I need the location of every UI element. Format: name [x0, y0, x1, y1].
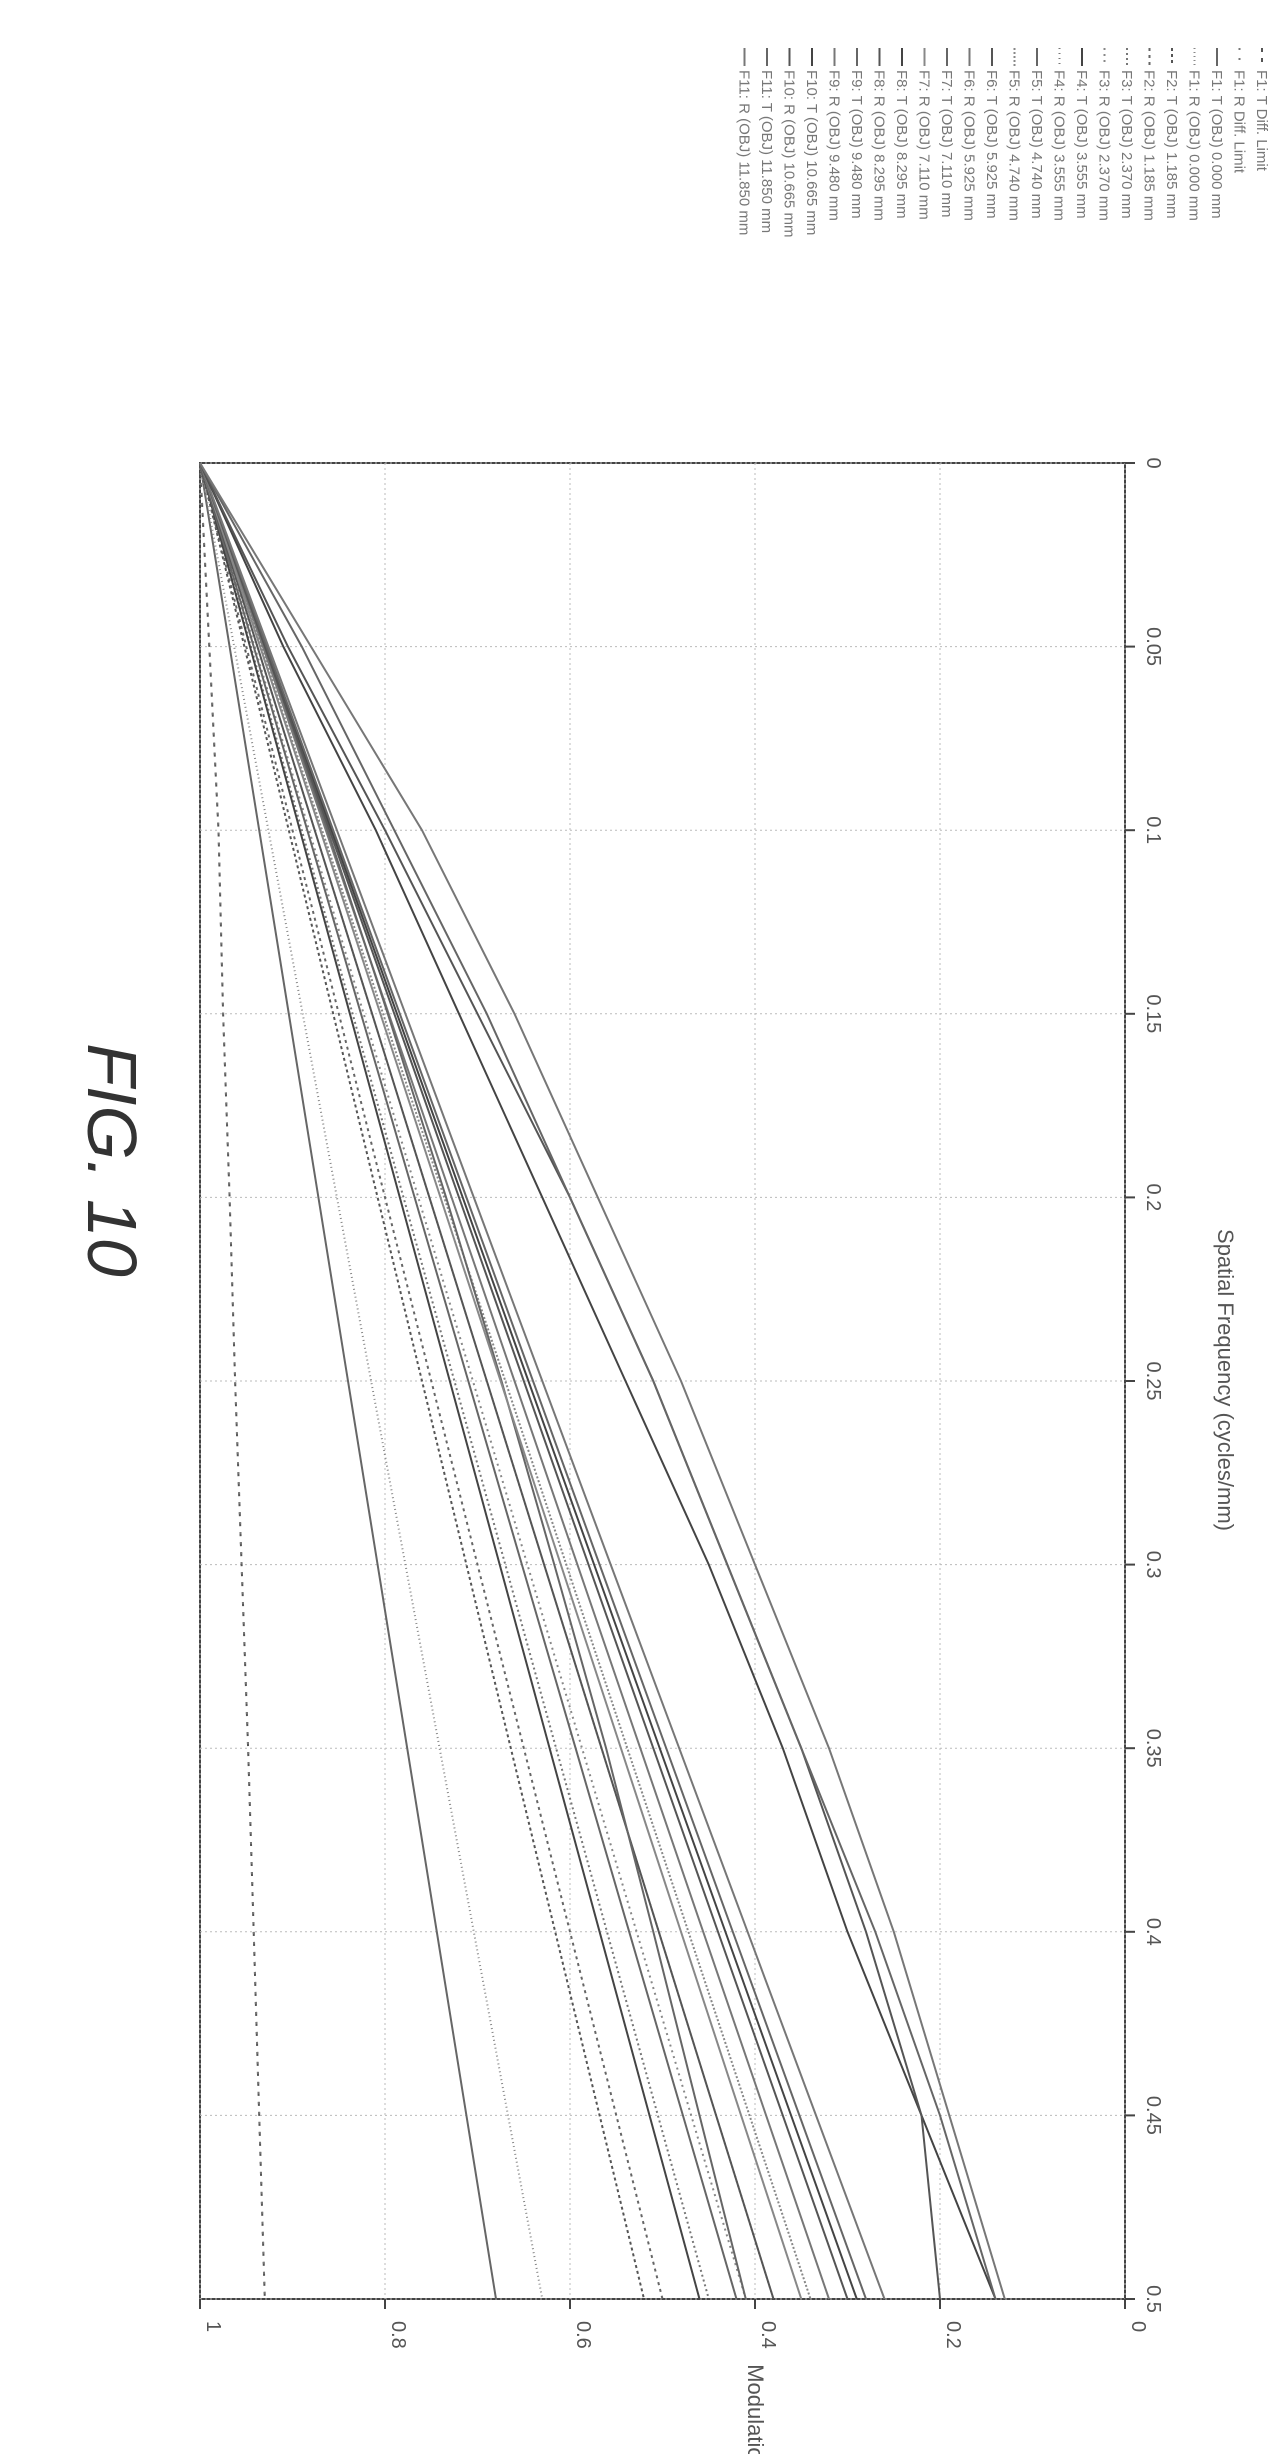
legend-label: F11: T (OBJ) 11.850 mm [758, 70, 775, 233]
legend-entry: F4: T (OBJ) 3.555 mm [1073, 48, 1090, 219]
legend-entry: F1: R (OBJ) 0.000 mm [1186, 48, 1203, 221]
legend-entry: F7: T (OBJ) 7.110 mm [938, 48, 955, 218]
legend-label: F7: T (OBJ) 7.110 mm [938, 70, 955, 218]
legend-entry: F5: R (OBJ) 4.740 mm [1006, 48, 1023, 221]
legend-entry: F7: R (OBJ) 7.110 mm [916, 48, 933, 220]
x-tick-label: 0.2 [1142, 1183, 1164, 1211]
legend-label: F1: T (OBJ) 0.000 mm [1208, 70, 1225, 219]
series-line-13 [199, 462, 775, 2300]
legend-entry: F6: T (OBJ) 5.925 mm [983, 48, 1000, 219]
legend-label: F9: R (OBJ) 9.480 mm [826, 70, 843, 221]
legend-label: F3: T (OBJ) 2.370 mm [1118, 70, 1135, 219]
y-tick-label: 0 [1127, 2321, 1149, 2332]
legend-entry: F1: T (OBJ) 0.000 mm [1208, 48, 1225, 219]
legend-label: F6: T (OBJ) 5.925 mm [983, 70, 1000, 219]
x-tick-label: 0.45 [1142, 2096, 1164, 2135]
legend-entry: F10: R (OBJ) 10.665 mm [781, 48, 798, 238]
series-line-6 [199, 462, 664, 2300]
legend-label: F1: R (OBJ) 0.000 mm [1186, 70, 1203, 221]
legend-entry: F8: R (OBJ) 8.295 mm [871, 48, 888, 221]
x-tick-label: 0.1 [1142, 816, 1164, 844]
legend-label: F2: T (OBJ) 1.185 mm [1163, 70, 1180, 219]
legend-label: F8: T (OBJ) 8.295 mm [893, 70, 910, 219]
legend-entry: F1: R Diff. Limit [1231, 48, 1248, 174]
series-line-4 [199, 462, 544, 2300]
figure-title: FIG. 10 [73, 1043, 151, 1276]
legend-label: F6: R (OBJ) 5.925 mm [961, 70, 978, 221]
legend-entry: F2: R (OBJ) 1.185 mm [1141, 48, 1158, 221]
legend-entry: F11: T (OBJ) 11.850 mm [758, 48, 775, 233]
legend-entry: F4: R (OBJ) 3.555 mm [1051, 48, 1068, 221]
series-line-3 [199, 462, 497, 2300]
legend-label: F1: T Diff. Limit [1253, 70, 1270, 172]
legend-entry: F10: T (OBJ) 10.665 mm [803, 48, 820, 235]
series-line-8 [199, 462, 747, 2300]
series-line-24 [199, 462, 1006, 2300]
legend-label: F5: R (OBJ) 4.740 mm [1006, 70, 1023, 221]
x-tick-label: 0.4 [1142, 1918, 1164, 1946]
legend-label: F8: R (OBJ) 8.295 mm [871, 70, 888, 221]
series-line-23 [199, 462, 997, 2300]
y-tick-label: 0.8 [387, 2321, 409, 2349]
legend-label: F5: T (OBJ) 4.740 mm [1028, 70, 1045, 219]
x-tick-label: 0.5 [1142, 2285, 1164, 2313]
series-line-9 [199, 462, 701, 2300]
legend-label: F2: R (OBJ) 1.185 mm [1141, 70, 1158, 221]
series-line-11 [199, 462, 738, 2300]
legend-entry: F9: R (OBJ) 9.480 mm [826, 48, 843, 221]
x-tick-label: 0.25 [1142, 1362, 1164, 1401]
legend: F1: T Diff. Limit F1: R Diff. Limit F1: T … [736, 48, 1270, 238]
series-line-19 [199, 462, 867, 2300]
legend-label: F1: R Diff. Limit [1231, 70, 1248, 174]
series-line-12 [199, 462, 812, 2300]
series-line-5 [199, 462, 645, 2300]
legend-entry: F3: T (OBJ) 2.370 mm [1118, 48, 1135, 219]
series-line-17 [199, 462, 858, 2300]
y-axis-label: Modulation [743, 2364, 768, 2454]
legend-entry: F1: T Diff. Limit [1253, 48, 1270, 172]
x-tick-label: 0.15 [1142, 994, 1164, 1033]
legend-label: F10: T (OBJ) 10.665 mm [803, 70, 820, 235]
x-tick-label: 0.05 [1142, 627, 1164, 666]
legend-label: F11: R (OBJ) 11.850 mm [736, 70, 753, 235]
legend-entry: F6: R (OBJ) 5.925 mm [961, 48, 978, 221]
series-line-21 [199, 462, 997, 2300]
y-tick-label: 0.4 [757, 2321, 779, 2349]
x-tick-label: 0.3 [1142, 1551, 1164, 1579]
x-tick-labels: 0 0.05 0.1 0.15 0.2 0.25 0.3 0.35 0.4 0.45 0.5 [1125, 457, 1164, 2313]
legend-label: F9: T (OBJ) 9.480 mm [848, 70, 865, 219]
series-line-20 [199, 462, 886, 2300]
legend-entry: F3: R (OBJ) 2.370 mm [1096, 48, 1113, 221]
legend-label: F10: R (OBJ) 10.665 mm [781, 70, 798, 238]
legend-entry: F2: T (OBJ) 1.185 mm [1163, 48, 1180, 219]
series-line-14 [199, 462, 830, 2300]
legend-label: F4: R (OBJ) 3.555 mm [1051, 70, 1068, 221]
y-tick-label: 0.6 [572, 2321, 594, 2349]
legend-entry: F8: T (OBJ) 8.295 mm [893, 48, 910, 219]
legend-entry: F9: T (OBJ) 9.480 mm [848, 48, 865, 219]
x-tick-label: 0.35 [1142, 1729, 1164, 1768]
series-line-2 [199, 462, 266, 2300]
series-lines [199, 462, 1006, 2300]
legend-entry: F11: R (OBJ) 11.850 mm [736, 48, 753, 235]
series-line-18 [199, 462, 849, 2300]
y-tick-label: 1 [202, 2321, 224, 2332]
x-axis-label: Spatial Frequency (cycles/mm) [1213, 1229, 1238, 1531]
y-tick-labels: 0 0.2 0.4 0.6 0.8 1 [199, 2299, 1149, 2349]
legend-label: F7: R (OBJ) 7.110 mm [916, 70, 933, 220]
y-tick-label: 0.2 [942, 2321, 964, 2349]
legend-label: F3: R (OBJ) 2.370 mm [1096, 70, 1113, 221]
x-tick-label: 0 [1142, 457, 1164, 468]
series-line-16 [199, 462, 803, 2300]
gridlines [199, 462, 1126, 2300]
legend-entry: F5: T (OBJ) 4.740 mm [1028, 48, 1045, 219]
legend-label: F4: T (OBJ) 3.555 mm [1073, 70, 1090, 219]
